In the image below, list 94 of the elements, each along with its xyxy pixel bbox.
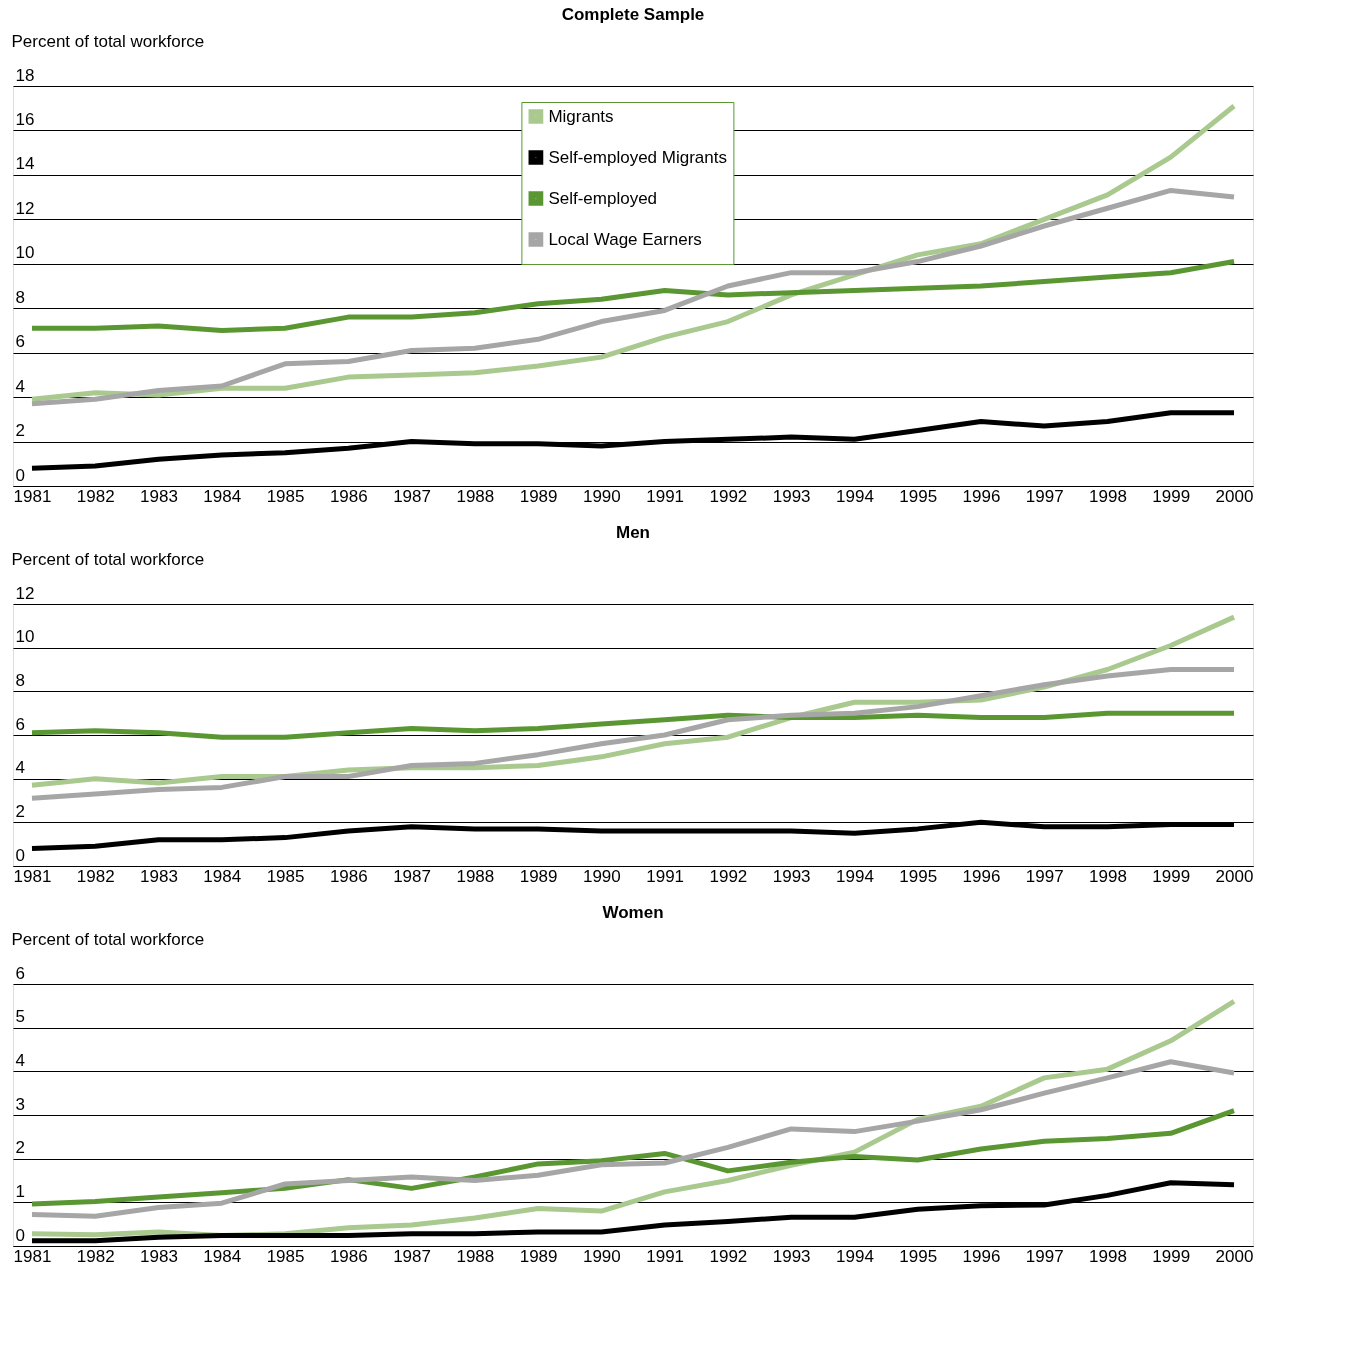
y-tick-label: 12 [15, 198, 35, 218]
y-tick-label: 5 [15, 1007, 25, 1027]
x-tick-label: 1994 [836, 486, 874, 506]
x-tick-label: 1987 [393, 1246, 431, 1266]
y-tick-label: 8 [15, 670, 25, 690]
y-axis-title: Percent of total workforce [11, 929, 205, 949]
y-tick-label: 0 [15, 845, 25, 865]
x-tick-label: 1996 [962, 866, 1001, 886]
y-tick-label: 2 [15, 801, 25, 821]
x-tick-label: 1997 [1025, 486, 1064, 506]
x-tick-label: 1982 [76, 866, 115, 886]
x-tick-label: 1989 [519, 486, 558, 506]
legend-label: Migrants [548, 106, 614, 126]
y-tick-label: 6 [15, 714, 25, 734]
x-tick-label: 1993 [772, 1246, 811, 1266]
y-tick-label: 4 [15, 758, 25, 778]
y-tick-label: 6 [15, 963, 25, 983]
y-tick-label: 16 [15, 109, 35, 129]
x-tick-label: 1985 [266, 866, 305, 886]
x-tick-label: 1982 [76, 486, 115, 506]
x-tick-label: 1997 [1025, 866, 1064, 886]
y-tick-label: 0 [15, 1225, 25, 1245]
chart-title: Complete Sample [561, 5, 705, 24]
chart-title: Men [616, 523, 650, 542]
x-tick-label: 1999 [1152, 1246, 1191, 1266]
x-tick-label: 1983 [140, 486, 178, 506]
x-tick-label: 1988 [456, 866, 495, 886]
x-tick-label: 2000 [1215, 1246, 1254, 1266]
y-tick-label: 1 [15, 1181, 25, 1201]
legend-label: Local Wage Earners [548, 229, 702, 249]
x-tick-label: 1999 [1152, 486, 1191, 506]
x-tick-label: 1989 [519, 1246, 558, 1266]
x-tick-label: 1984 [203, 1246, 242, 1266]
x-tick-label: 1995 [899, 866, 938, 886]
y-tick-label: 4 [15, 1050, 25, 1070]
x-tick-label: 1992 [709, 486, 748, 506]
y-tick-label: 18 [15, 65, 35, 85]
y-tick-label: 10 [15, 627, 35, 647]
x-tick-label: 1990 [582, 866, 621, 886]
x-tick-label: 1986 [329, 486, 368, 506]
x-tick-label: 1983 [140, 1246, 178, 1266]
x-tick-label: 1995 [899, 1246, 938, 1266]
x-tick-label: 1982 [76, 1246, 115, 1266]
x-tick-label: 1990 [582, 1246, 621, 1266]
y-tick-label: 2 [15, 1138, 25, 1158]
x-tick-label: 1981 [13, 486, 52, 506]
x-tick-label: 1989 [519, 866, 558, 886]
x-tick-label: 1997 [1025, 1246, 1064, 1266]
x-tick-label: 1987 [393, 866, 431, 886]
x-tick-label: 1985 [266, 486, 305, 506]
x-tick-label: 1998 [1089, 866, 1127, 886]
y-tick-label: 8 [15, 287, 25, 307]
y-tick-label: 0 [15, 465, 25, 485]
x-tick-label: 1998 [1089, 486, 1127, 506]
y-axis-title: Percent of total workforce [11, 549, 205, 569]
y-axis-title: Percent of total workforce [11, 31, 205, 51]
y-tick-label: 4 [15, 376, 25, 396]
x-tick-label: 1992 [709, 1246, 748, 1266]
x-tick-label: 1988 [456, 486, 495, 506]
chart-title: Women [602, 903, 664, 922]
x-tick-label: 1994 [836, 866, 874, 886]
x-tick-label: 1990 [582, 486, 621, 506]
x-tick-label: 1991 [646, 866, 685, 886]
x-tick-label: 1995 [899, 486, 938, 506]
x-tick-label: 2000 [1215, 486, 1254, 506]
x-tick-label: 1981 [13, 866, 52, 886]
x-tick-label: 1996 [962, 1246, 1001, 1266]
y-tick-label: 10 [15, 243, 35, 263]
y-tick-label: 3 [15, 1094, 25, 1114]
x-tick-label: 1986 [329, 866, 368, 886]
x-tick-label: 1994 [836, 1246, 874, 1266]
y-tick-label: 14 [15, 154, 35, 174]
x-tick-label: 1992 [709, 866, 748, 886]
legend-label: Self-employed Migrants [548, 147, 727, 167]
x-tick-label: 1993 [772, 866, 811, 886]
x-tick-label: 1991 [646, 1246, 685, 1266]
x-tick-label: 1986 [329, 1246, 368, 1266]
x-tick-label: 2000 [1215, 866, 1254, 886]
x-tick-label: 1999 [1152, 866, 1191, 886]
x-tick-label: 1988 [456, 1246, 495, 1266]
x-tick-label: 1981 [13, 1246, 52, 1266]
x-tick-label: 1985 [266, 1246, 305, 1266]
y-tick-label: 12 [15, 583, 35, 603]
y-tick-label: 2 [15, 421, 25, 441]
x-tick-label: 1991 [646, 486, 685, 506]
x-tick-label: 1996 [962, 486, 1001, 506]
x-tick-label: 1998 [1089, 1246, 1127, 1266]
x-tick-label: 1984 [203, 486, 242, 506]
x-tick-label: 1993 [772, 486, 811, 506]
y-tick-label: 6 [15, 332, 25, 352]
x-tick-label: 1983 [140, 866, 178, 886]
legend-label: Self-employed [548, 188, 658, 208]
x-tick-label: 1984 [203, 866, 242, 886]
x-tick-label: 1987 [393, 486, 431, 506]
